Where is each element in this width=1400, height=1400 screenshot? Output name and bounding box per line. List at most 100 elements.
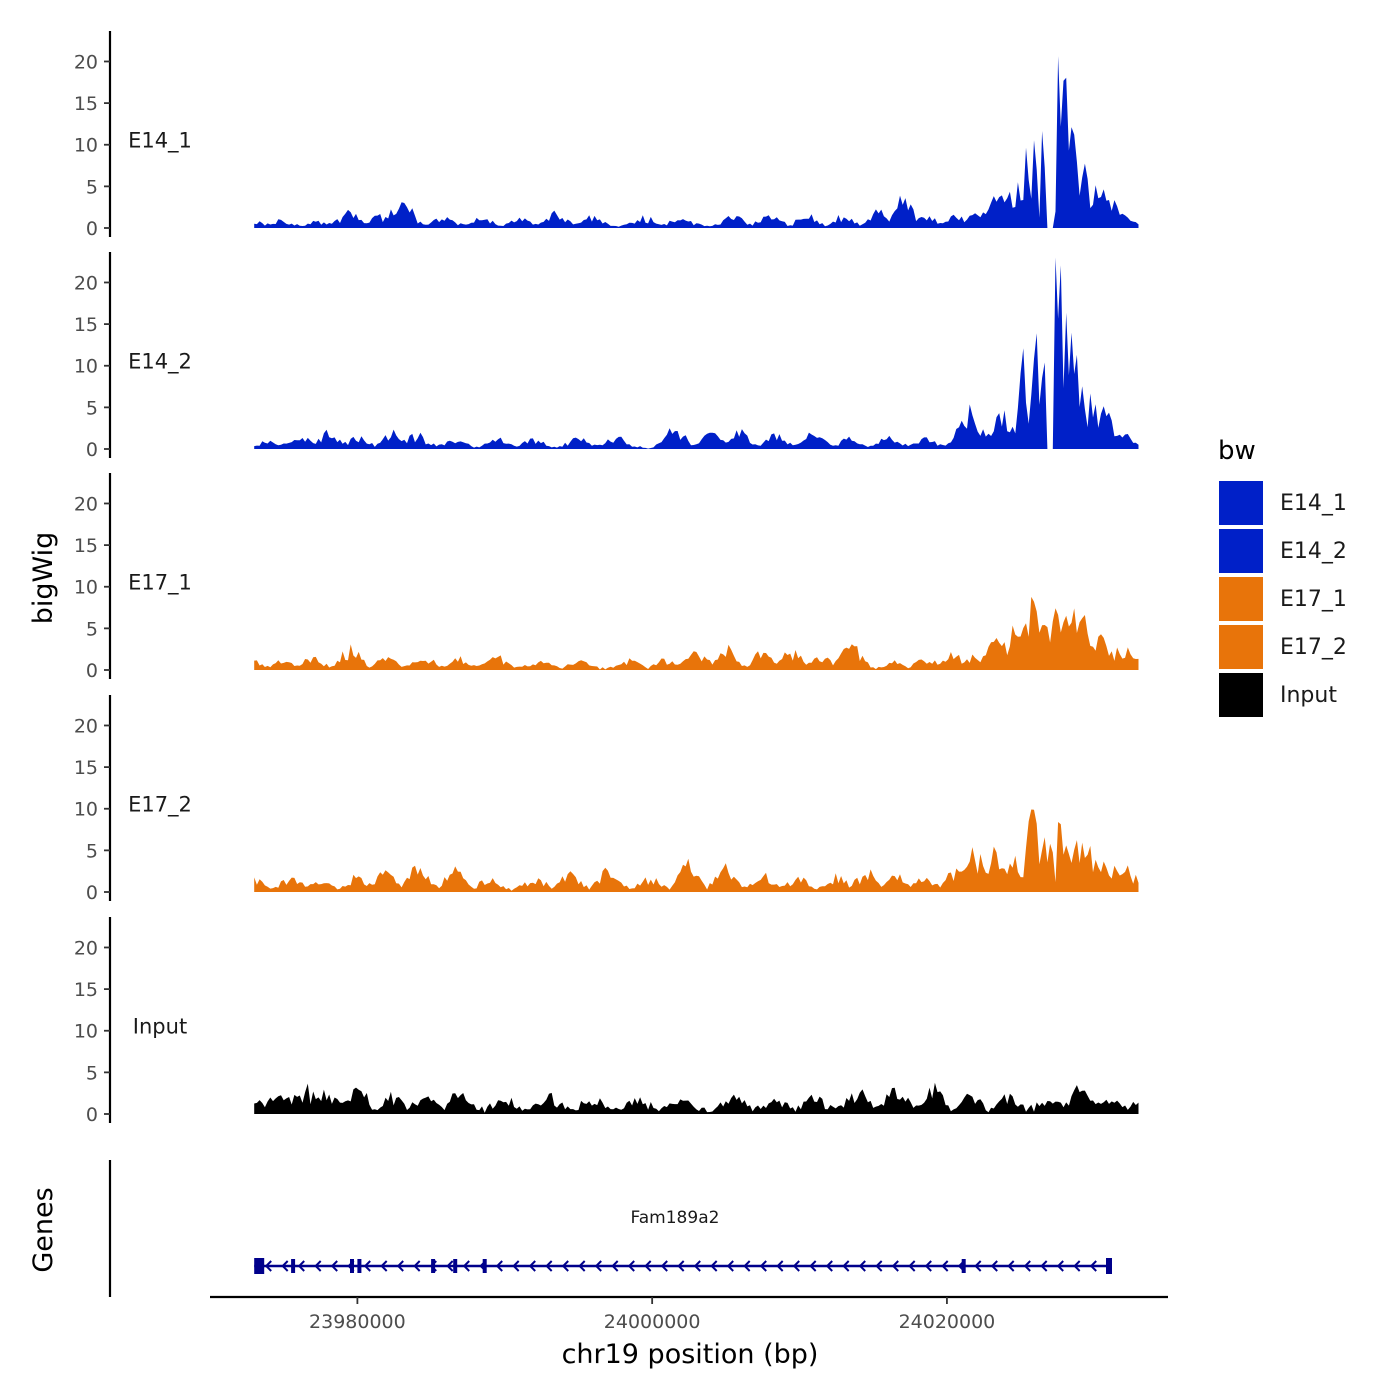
strand-arrow <box>611 1260 619 1272</box>
y-tick-label: 15 <box>74 979 98 1001</box>
track-label: E17_2 <box>128 793 192 818</box>
signal-area-e14-2 <box>254 257 1139 449</box>
signal-area-input <box>254 1082 1139 1114</box>
legend-swatch <box>1219 673 1263 717</box>
exon <box>1106 1258 1112 1274</box>
strand-arrow <box>990 1260 998 1272</box>
y-tick-label: 20 <box>74 51 98 73</box>
strand-arrow <box>594 1260 602 1272</box>
strand-arrow <box>743 1260 751 1272</box>
strand-arrow <box>941 1260 949 1272</box>
signal-area-e17-1 <box>254 596 1139 670</box>
strand-arrow <box>1073 1260 1081 1272</box>
exon <box>961 1259 966 1273</box>
y-tick-label: 10 <box>74 356 98 378</box>
y-tick-label: 15 <box>74 93 98 115</box>
legend-swatch <box>1219 625 1263 669</box>
strand-arrow <box>776 1260 784 1272</box>
strand-arrow <box>314 1260 322 1272</box>
y-tick-label: 0 <box>86 439 98 461</box>
y-tick-label: 20 <box>74 937 98 959</box>
exon <box>291 1259 296 1273</box>
strand-arrow <box>578 1260 586 1272</box>
x-tick-label: 24020000 <box>899 1311 996 1333</box>
strand-arrow <box>842 1260 850 1272</box>
y-tick-label: 5 <box>86 618 98 640</box>
strand-arrow <box>891 1260 899 1272</box>
strand-arrow <box>545 1260 553 1272</box>
track-panel: 0 5 10 15 20 E14_1 <box>74 31 1139 240</box>
strand-arrow <box>1007 1260 1015 1272</box>
track-label: E14_2 <box>128 350 192 375</box>
exon <box>453 1259 458 1273</box>
exon <box>254 1258 265 1274</box>
y-tick-label: 10 <box>74 135 98 157</box>
strand-arrow <box>281 1260 289 1272</box>
legend: bw E14_1 E14_2 E17_1 E17_2 Input <box>1218 436 1347 717</box>
strand-arrow <box>726 1260 734 1272</box>
y-tick-label: 0 <box>86 1104 98 1126</box>
legend-label: E14_1 <box>1280 491 1347 516</box>
strand-arrow <box>710 1260 718 1272</box>
strand-arrow <box>792 1260 800 1272</box>
track-panels: 05101520E14_105101520E14_205101520E17_10… <box>74 31 1139 1126</box>
y-tick-label: 5 <box>86 840 98 862</box>
strand-arrow <box>561 1260 569 1272</box>
strand-arrow <box>264 1260 272 1272</box>
genes-axis-label: Genes <box>28 1187 59 1272</box>
y-tick-label: 5 <box>86 1062 98 1084</box>
strand-arrow <box>759 1260 767 1272</box>
strand-arrow <box>809 1260 817 1272</box>
legend-label: E17_2 <box>1280 635 1347 660</box>
exon <box>482 1259 487 1273</box>
track-label: Input <box>133 1015 187 1039</box>
strand-arrow <box>693 1260 701 1272</box>
track-panel: 0 5 10 15 20 E14_2 <box>74 252 1139 461</box>
strand-arrow <box>1089 1260 1097 1272</box>
strand-arrow <box>677 1260 685 1272</box>
strand-arrow <box>396 1260 404 1272</box>
y-tick-label: 5 <box>86 397 98 419</box>
exon <box>431 1259 436 1273</box>
strand-arrow <box>660 1260 668 1272</box>
strand-arrow <box>974 1260 982 1272</box>
legend-label: E14_2 <box>1280 539 1347 564</box>
strand-arrow <box>528 1260 536 1272</box>
legend-swatch <box>1219 481 1263 525</box>
x-axis-label: chr19 position (bp) <box>562 1339 819 1370</box>
strand-arrow <box>330 1260 338 1272</box>
y-tick-label: 10 <box>74 799 98 821</box>
strand-arrow <box>380 1260 388 1272</box>
strand-arrow <box>858 1260 866 1272</box>
signal-area-e17-2 <box>254 809 1139 892</box>
x-axis: 23980000 24000000 24020000 <box>210 1295 1168 1333</box>
legend-swatch <box>1219 529 1263 573</box>
gene-track: Fam189a2 <box>108 1160 1112 1297</box>
strand-arrow <box>1023 1260 1031 1272</box>
y-tick-label: 0 <box>86 218 98 240</box>
strand-arrow <box>512 1260 520 1272</box>
track-panel: 0 5 10 15 20 Input <box>74 917 1139 1126</box>
strand-arrow <box>413 1260 421 1272</box>
y-tick-label: 20 <box>74 493 98 515</box>
strand-arrow <box>627 1260 635 1272</box>
exon <box>350 1259 354 1273</box>
track-panel: 0 5 10 15 20 E17_1 <box>74 473 1139 682</box>
legend-label: E17_1 <box>1280 587 1347 612</box>
strand-arrow <box>297 1260 305 1272</box>
strand-arrow <box>908 1260 916 1272</box>
y-tick-label: 0 <box>86 882 98 904</box>
legend-label: Input <box>1280 683 1337 708</box>
y-tick-label: 20 <box>74 715 98 737</box>
strand-arrow <box>363 1260 371 1272</box>
strand-arrow <box>875 1260 883 1272</box>
y-tick-label: 10 <box>74 577 98 599</box>
strand-arrow <box>495 1260 503 1272</box>
y-tick-label: 15 <box>74 535 98 557</box>
x-tick-label: 24000000 <box>604 1311 701 1333</box>
x-tick-label: 23980000 <box>309 1311 406 1333</box>
legend-swatch <box>1219 577 1263 621</box>
y-tick-label: 15 <box>74 757 98 779</box>
y-axis-label: bigWig <box>28 532 59 625</box>
y-tick-label: 5 <box>86 176 98 198</box>
